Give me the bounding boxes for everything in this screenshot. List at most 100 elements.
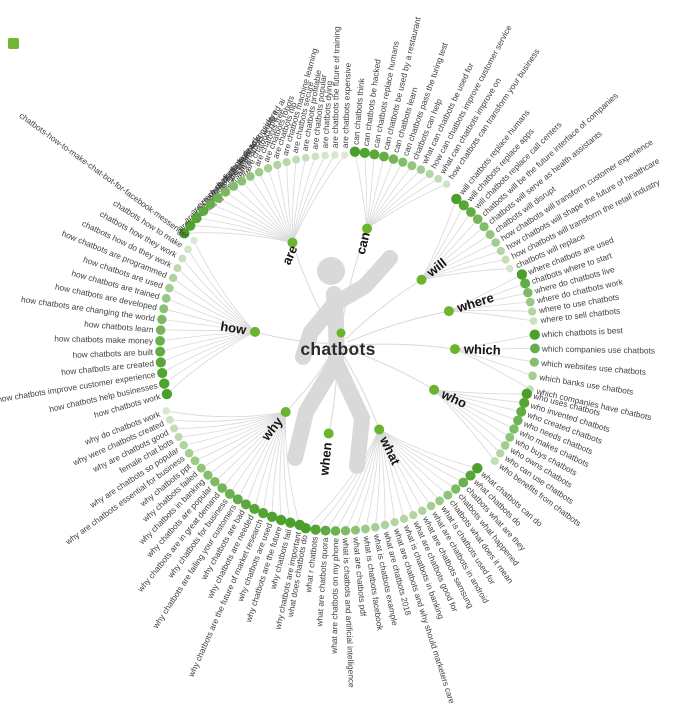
leaf-label[interactable]: which companies use chatbots bbox=[541, 344, 655, 356]
leaf-dot[interactable] bbox=[294, 519, 305, 531]
leaf-dot[interactable] bbox=[191, 213, 202, 224]
leaf-dot[interactable] bbox=[159, 378, 170, 389]
leaf-dot[interactable] bbox=[258, 507, 269, 519]
leaf-dot[interactable] bbox=[232, 494, 243, 505]
leaf-dot[interactable] bbox=[501, 255, 510, 264]
leaf-dot[interactable] bbox=[157, 367, 168, 379]
leaf-dot[interactable] bbox=[198, 206, 209, 217]
leaf-dot[interactable] bbox=[190, 236, 198, 245]
leaf-dot[interactable] bbox=[266, 511, 278, 522]
leaf-dot[interactable] bbox=[321, 151, 329, 160]
leaf-dot[interactable] bbox=[210, 477, 220, 487]
leaf-dot[interactable] bbox=[340, 526, 351, 536]
branch-node-dot[interactable] bbox=[250, 326, 261, 337]
branch-node-dot[interactable] bbox=[429, 384, 440, 395]
leaf-dot[interactable] bbox=[254, 167, 264, 177]
leaf-dot[interactable] bbox=[184, 448, 194, 458]
leaf-dot[interactable] bbox=[157, 314, 167, 325]
leaf-dot[interactable] bbox=[458, 200, 469, 211]
leaf-dot[interactable] bbox=[491, 238, 500, 247]
leaf-dot[interactable] bbox=[330, 526, 341, 536]
leaf-dot[interactable] bbox=[425, 169, 434, 179]
leaf-dot[interactable] bbox=[162, 407, 171, 415]
branch-node-dot[interactable] bbox=[416, 274, 427, 285]
leaf-dot[interactable] bbox=[155, 335, 165, 346]
leaf-dot[interactable] bbox=[525, 297, 535, 307]
leaf-label[interactable]: which chatbots is best bbox=[540, 325, 623, 339]
leaf-dot[interactable] bbox=[529, 317, 538, 325]
leaf-dot[interactable] bbox=[263, 164, 273, 173]
leaf-dot[interactable] bbox=[166, 415, 174, 424]
leaf-dot[interactable] bbox=[530, 343, 540, 354]
leaf-dot[interactable] bbox=[161, 388, 173, 400]
leaf-label[interactable]: how chatbots are built bbox=[72, 347, 154, 360]
leaf-dot[interactable] bbox=[496, 449, 505, 458]
leaf-dot[interactable] bbox=[184, 245, 192, 254]
leaf-dot[interactable] bbox=[516, 406, 527, 417]
leaf-dot[interactable] bbox=[282, 157, 291, 167]
leaf-dot[interactable] bbox=[185, 220, 196, 231]
leaf-dot[interactable] bbox=[369, 149, 380, 160]
leaf-dot[interactable] bbox=[249, 503, 260, 515]
leaf-label[interactable]: what are chatbots on my phone bbox=[329, 538, 341, 655]
leaf-dot[interactable] bbox=[451, 484, 461, 494]
leaf-dot[interactable] bbox=[509, 424, 519, 434]
leaf-dot[interactable] bbox=[196, 463, 206, 473]
leaf-dot[interactable] bbox=[285, 517, 296, 528]
leaf-dot[interactable] bbox=[516, 269, 528, 280]
leaf-dot[interactable] bbox=[472, 463, 483, 474]
leaf-dot[interactable] bbox=[529, 357, 539, 367]
leaf-dot[interactable] bbox=[174, 433, 183, 441]
leaf-label[interactable]: are chatbots the future of training bbox=[330, 26, 342, 148]
leaf-dot[interactable] bbox=[472, 214, 483, 225]
leaf-dot[interactable] bbox=[500, 441, 510, 450]
leaf-dot[interactable] bbox=[205, 199, 216, 210]
leaf-dot[interactable] bbox=[505, 432, 515, 442]
branch-node-dot[interactable] bbox=[443, 306, 454, 317]
leaf-dot[interactable] bbox=[443, 490, 453, 500]
leaf-dot[interactable] bbox=[416, 165, 426, 174]
leaf-dot[interactable] bbox=[465, 470, 476, 481]
leaf-dot[interactable] bbox=[241, 499, 251, 510]
leaf-dot[interactable] bbox=[340, 151, 349, 159]
leaf-dot[interactable] bbox=[442, 180, 451, 188]
leaf-dot[interactable] bbox=[212, 193, 223, 203]
leaf-dot[interactable] bbox=[434, 174, 443, 183]
leaf-dot[interactable] bbox=[228, 181, 239, 191]
leaf-dot[interactable] bbox=[155, 346, 166, 357]
leaf-dot[interactable] bbox=[496, 246, 505, 256]
leaf-dot[interactable] bbox=[203, 470, 213, 480]
leaf-dot[interactable] bbox=[435, 496, 444, 506]
leaf-dot[interactable] bbox=[380, 520, 390, 530]
leaf-label[interactable]: are chatbots expensive bbox=[340, 62, 353, 148]
leaf-dot[interactable] bbox=[179, 441, 188, 450]
leaf-dot[interactable] bbox=[529, 329, 540, 340]
leaf-dot[interactable] bbox=[388, 154, 399, 164]
leaf-dot[interactable] bbox=[370, 522, 380, 532]
leaf-dot[interactable] bbox=[220, 187, 231, 197]
branch-node-dot[interactable] bbox=[323, 428, 334, 439]
leaf-dot[interactable] bbox=[505, 264, 514, 273]
leaf-dot[interactable] bbox=[390, 518, 399, 527]
leaf-dot[interactable] bbox=[350, 525, 360, 535]
leaf-dot[interactable] bbox=[237, 176, 247, 186]
leaf-dot[interactable] bbox=[155, 357, 166, 368]
leaf-dot[interactable] bbox=[528, 307, 537, 316]
leaf-dot[interactable] bbox=[217, 483, 228, 493]
leaf-dot[interactable] bbox=[168, 273, 178, 283]
leaf-dot[interactable] bbox=[159, 304, 169, 314]
leaf-dot[interactable] bbox=[521, 388, 532, 400]
leaf-dot[interactable] bbox=[451, 193, 462, 205]
branch-node-dot[interactable] bbox=[449, 344, 460, 355]
leaf-dot[interactable] bbox=[458, 477, 469, 488]
leaf-dot[interactable] bbox=[361, 524, 370, 534]
leaf-dot[interactable] bbox=[399, 514, 409, 523]
branch-node-dot[interactable] bbox=[374, 424, 385, 435]
branch-node-dot[interactable] bbox=[362, 223, 373, 234]
leaf-dot[interactable] bbox=[301, 153, 310, 162]
leaf-label[interactable]: are chatbots dying bbox=[320, 80, 335, 149]
leaf-dot[interactable] bbox=[490, 456, 499, 465]
leaf-dot[interactable] bbox=[426, 501, 436, 511]
leaf-dot[interactable] bbox=[155, 325, 166, 335]
leaf-dot[interactable] bbox=[398, 157, 408, 167]
